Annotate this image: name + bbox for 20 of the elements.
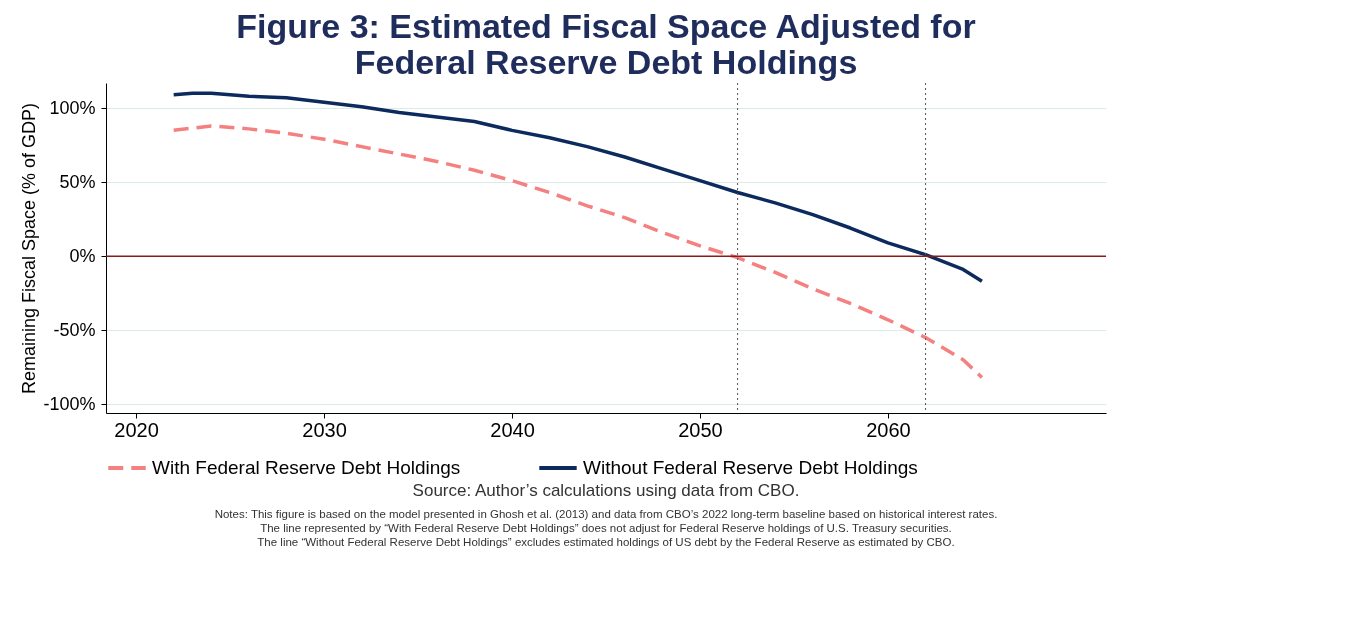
legend-label: With Federal Reserve Debt Holdings (152, 457, 461, 478)
y-axis-title: Remaining Fiscal Space (% of GDP) (19, 102, 40, 395)
y-tick-label: 100% (49, 97, 96, 118)
text: The line represented by “With Federal Reserve Debt Holdings” does not adjust for Federal Reserve holdings of U.S. Treasury securities. (260, 522, 952, 534)
x-tick-label: 2050 (678, 418, 723, 441)
text: Notes: This figure is based on the model presented in Ghosh et al. (2013) and data from CBO’s 2022 long-term baseline based on historical interest rates. (214, 508, 998, 520)
legend-label: Without Federal Reserve Debt Holdings (583, 457, 918, 478)
x-tick-label: 2040 (490, 418, 535, 441)
y-tick-label: 50% (59, 171, 96, 192)
chart-title: Figure 3: Estimated Fiscal Space Adjusted for Federal Reserve Debt Holdings (236, 6, 976, 81)
y-tick-label: -100% (43, 393, 96, 414)
line-series (171, 91, 984, 284)
text: The line “Without Federal Reserve Debt Holdings” excludes estimated holdings of US debt by the Federal Reserve as estimated by CBO. (257, 536, 955, 548)
source-note: Source: Author’s calculations using data from CBO. (412, 481, 800, 500)
x-tick-label: 2060 (866, 418, 911, 441)
line-series (171, 124, 984, 380)
y-tick-label: -50% (53, 319, 96, 340)
x-tick-label: 2030 (302, 418, 347, 441)
x-tick-label: 2020 (114, 418, 159, 441)
y-tick-label: 0% (69, 245, 96, 266)
